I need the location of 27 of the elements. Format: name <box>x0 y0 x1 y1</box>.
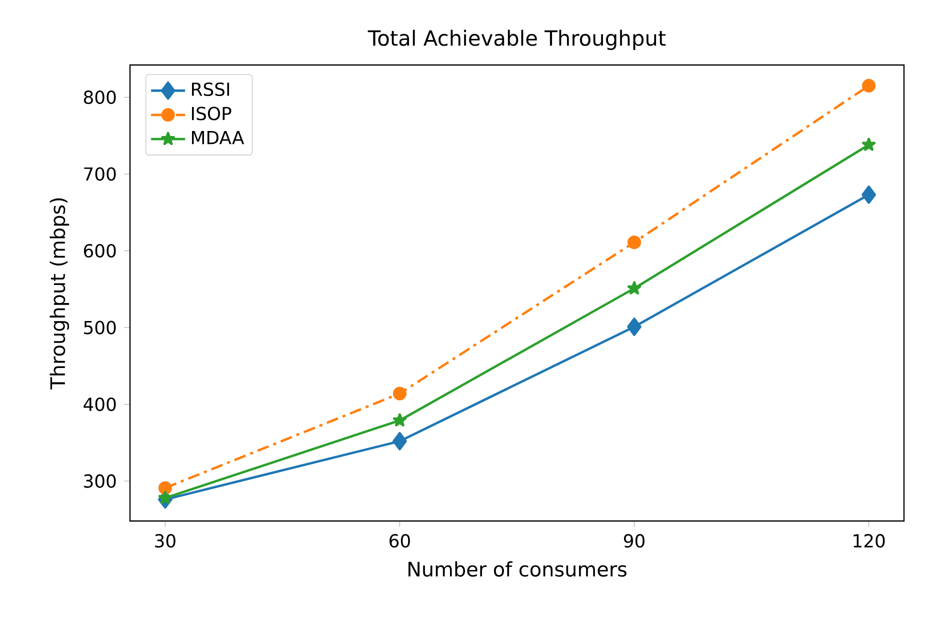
y-tick-label: 800 <box>84 90 116 104</box>
y-tick-label: 500 <box>84 320 116 334</box>
x-axis-title: Number of consumers <box>408 561 626 577</box>
y-axis-title: Throughput (mbps) <box>50 198 70 390</box>
y-tick-label: 600 <box>84 244 116 258</box>
point <box>862 138 876 151</box>
x-tick-label: 120 <box>854 534 885 548</box>
point <box>158 490 172 504</box>
point <box>392 386 406 400</box>
x-tick-label: 60 <box>390 534 410 548</box>
y-tick-label: 700 <box>84 167 116 181</box>
point <box>862 78 876 92</box>
chart-title: Total Achievable Throughput <box>368 30 666 50</box>
point <box>392 432 407 450</box>
point <box>627 281 642 294</box>
point <box>627 318 642 336</box>
y-tick-label: 300 <box>84 474 116 488</box>
x-tick-label: 30 <box>155 534 176 548</box>
point <box>392 413 407 426</box>
y-tick-label: 400 <box>84 398 116 412</box>
legend-label: RSSI <box>192 82 230 96</box>
legend-label: MDAA <box>192 131 244 144</box>
point <box>158 481 172 495</box>
x-tick-label: 90 <box>624 534 644 548</box>
point <box>627 236 642 250</box>
legend-label: ISOP <box>192 106 232 120</box>
point <box>862 186 876 204</box>
